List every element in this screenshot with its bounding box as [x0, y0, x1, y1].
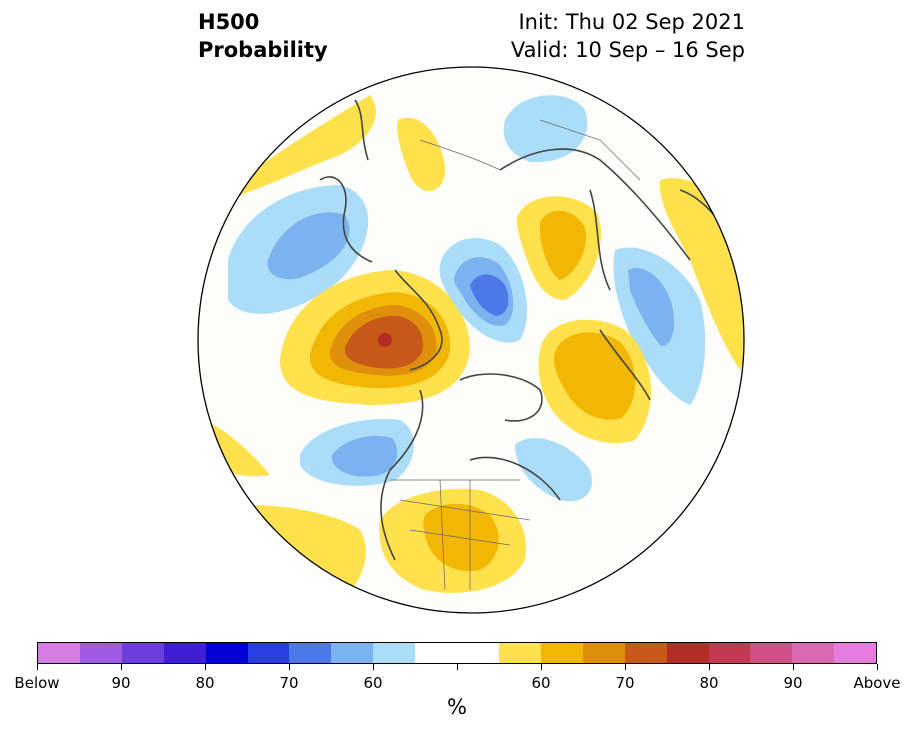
colorbar-tick-label: 90 [783, 674, 803, 692]
colorbar-tick-label: Below [14, 674, 60, 692]
colorbar-tick-label: 60 [531, 674, 551, 692]
title-variable: H500 [198, 10, 260, 34]
borders [390, 119, 641, 591]
polar-map [197, 66, 745, 614]
colorbar-segment [79, 643, 122, 663]
colorbar-segment [624, 643, 667, 663]
colorbar-tick [541, 664, 542, 670]
colorbar-segment [205, 643, 248, 663]
colorbar-tick-label: 60 [363, 674, 383, 692]
colorbar-tick [457, 664, 458, 670]
colorbar-tick-label: 70 [615, 674, 635, 692]
colorbar-segment [289, 643, 332, 663]
colorbar-segment [247, 643, 290, 663]
colorbar-tick-label: 90 [111, 674, 131, 692]
colorbar-tick-label: 80 [195, 674, 215, 692]
colorbar-tick [877, 664, 878, 670]
colorbar-segment [163, 643, 206, 663]
init-date: Init: Thu 02 Sep 2021 [518, 10, 745, 34]
valid-range: Valid: 10 Sep – 16 Sep [510, 38, 745, 62]
globe-outline [197, 66, 745, 614]
colorbar-ticks [37, 664, 878, 672]
colorbar-segment [121, 643, 164, 663]
map-title-right: Init: Thu 02 Sep 2021 Valid: 10 Sep – 16… [511, 8, 745, 64]
map-title-left: H500 Probability [198, 8, 328, 64]
colorbar-segment [834, 643, 877, 663]
colorbar-segment [38, 643, 80, 663]
colorbar-tick [289, 664, 290, 670]
colorbar-segment [498, 643, 541, 663]
colorbar-tick [121, 664, 122, 670]
colorbar-tick-label: 80 [699, 674, 719, 692]
colorbar-segment [792, 643, 835, 663]
coastlines [319, 99, 744, 561]
colorbar-tick [709, 664, 710, 670]
colorbar-segment [373, 643, 416, 663]
colorbar-segment [540, 643, 583, 663]
colorbar-segment [331, 643, 374, 663]
colorbar-tick-label: Above [853, 674, 901, 692]
colorbar-tick [373, 664, 374, 670]
colorbar-tick [793, 664, 794, 670]
colorbar-segment [582, 643, 625, 663]
probability-colorbar [37, 642, 877, 664]
colorbar-tick [37, 664, 38, 670]
colorbar-segment [415, 643, 458, 663]
colorbar-segment [457, 643, 499, 663]
title-product: Probability [198, 38, 328, 62]
colorbar-tick [625, 664, 626, 670]
colorbar-segment [708, 643, 751, 663]
colorbar-segment [666, 643, 709, 663]
colorbar-segment [750, 643, 793, 663]
colorbar-tick-label: 70 [279, 674, 299, 692]
colorbar-tick [205, 664, 206, 670]
colorbar-unit: % [447, 695, 467, 719]
